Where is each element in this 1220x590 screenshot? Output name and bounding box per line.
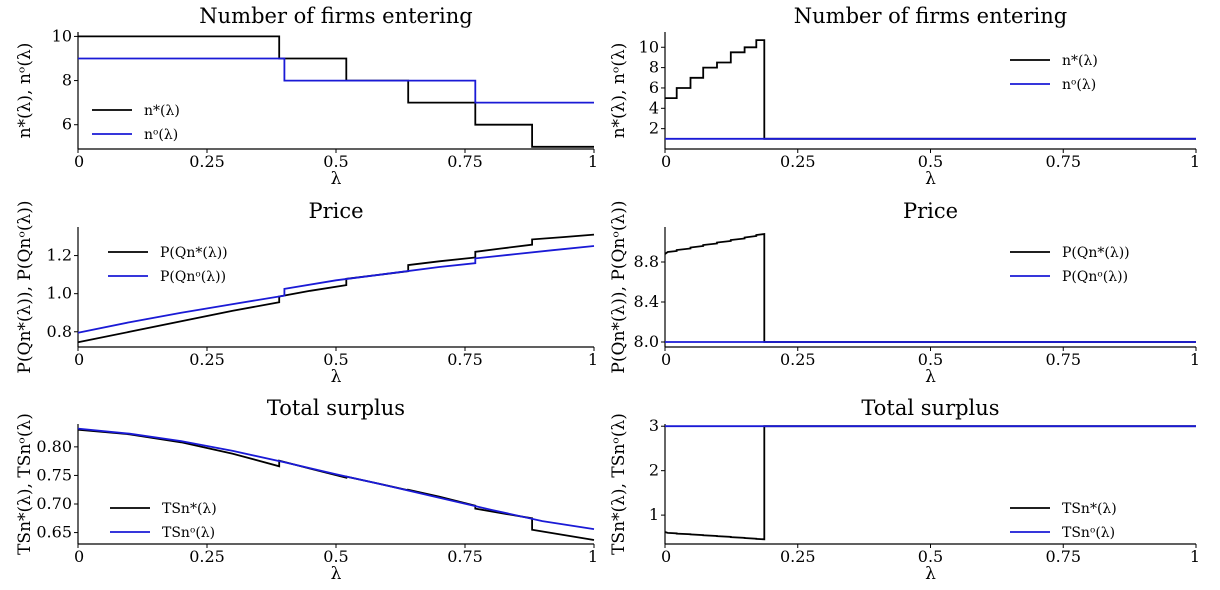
x-tick-label: 0.25: [780, 350, 816, 369]
x-tick-label: 1: [1190, 547, 1200, 566]
legend-label: TSnᵒ(λ): [162, 525, 215, 541]
legend-label: P(Qn*(λ)): [1062, 245, 1130, 261]
x-tick-label: 1: [588, 152, 598, 171]
x-tick-label: 0.25: [189, 350, 225, 369]
y-tick-label: 6: [62, 115, 72, 134]
y-tick-label: 0.8: [47, 322, 72, 341]
x-tick-label: 0: [74, 350, 84, 369]
y-tick-label: 1.0: [47, 284, 72, 303]
y-tick-label: 8.0: [634, 332, 659, 351]
y-tick-label: 0.80: [36, 437, 72, 456]
x-tick-label: 0.5: [323, 152, 348, 171]
legend-label: TSn*(λ): [1062, 501, 1117, 517]
legend-label: P(Qnᵒ(λ)): [1062, 269, 1128, 285]
chart-title: Number of firms entering: [794, 4, 1067, 28]
panel-surplus-left: Total surplus 0 0.25 0.5 0.75 1 0.65 0.70 0.75 0.…: [15, 396, 598, 584]
legend-label: P(Qnᵒ(λ)): [160, 269, 226, 285]
y-tick-label: 6: [649, 78, 659, 97]
chart-title: Total surplus: [267, 396, 405, 420]
legend-label: n*(λ): [144, 103, 180, 119]
x-tick-label: 0: [661, 350, 671, 369]
x-tick-label: 0.75: [1045, 152, 1081, 171]
y-tick-label: 10: [639, 37, 659, 56]
x-axis-label: λ: [925, 169, 936, 189]
x-axis-label: λ: [925, 564, 936, 584]
x-tick-label: 0.75: [1045, 547, 1081, 566]
y-axis-label: n*(λ), nᵒ(λ): [609, 43, 629, 139]
chart-title: Number of firms entering: [199, 4, 472, 28]
x-tick-label: 1: [1190, 350, 1200, 369]
x-tick-label: 0.5: [918, 547, 943, 566]
x-tick-label: 0.5: [918, 152, 943, 171]
series-line-opt: [77, 245, 595, 334]
x-tick-label: 0.25: [780, 152, 816, 171]
legend-label: P(Qn*(λ)): [160, 245, 228, 261]
panel-price-right: Price 0 0.25 0.5 0.75 1 8.0 8.4 8.8 λ P(Qn*(λ)), P…: [609, 199, 1200, 387]
x-tick-label: 0.5: [323, 350, 348, 369]
y-axis-label: P(Qn*(λ)), P(Qnᵒ(λ)): [15, 200, 35, 373]
y-tick-label: 3: [649, 416, 659, 435]
x-tick-label: 1: [588, 547, 598, 566]
panel-price-left: Price 0 0.25 0.5 0.75 1 0.8 1.0 1.2 λ P(Qn*(λ)), P…: [15, 199, 598, 387]
y-tick-label: 8.4: [634, 292, 659, 311]
series-line-star: [664, 232, 1196, 343]
x-tick-label: 1: [1190, 152, 1200, 171]
y-tick-label: 8.8: [634, 252, 659, 271]
x-tick-label: 0.25: [189, 547, 225, 566]
x-tick-label: 0.75: [447, 350, 483, 369]
series-line-opt: [77, 427, 595, 530]
y-tick-label: 0.65: [36, 523, 72, 542]
series-line-star: [78, 35, 594, 148]
y-tick-label: 1: [649, 505, 659, 524]
x-axis-label: λ: [331, 169, 342, 189]
panel-firms-left: Number of firms entering 0 0.25 0.5 0.75 1 6 8 1…: [15, 4, 598, 189]
x-tick-label: 0: [74, 547, 84, 566]
x-tick-label: 0: [661, 152, 671, 171]
chart-title: Price: [903, 199, 958, 223]
x-axis-label: λ: [331, 367, 342, 387]
y-tick-label: 1.2: [47, 246, 72, 265]
y-tick-label: 10: [52, 26, 72, 45]
series-line-star: [77, 233, 595, 344]
x-tick-label: 0.25: [780, 547, 816, 566]
y-tick-label: 8: [649, 58, 659, 77]
chart-title: Total surplus: [861, 396, 999, 420]
series-line-opt: [78, 57, 594, 104]
y-axis-label: n*(λ), nᵒ(λ): [15, 43, 35, 139]
x-tick-label: 0.25: [189, 152, 225, 171]
y-tick-label: 4: [649, 98, 659, 117]
panel-firms-right: Number of firms entering 0 0.25 0.5 0.75 1 2 46…: [609, 4, 1200, 189]
legend-label: nᵒ(λ): [144, 127, 178, 143]
y-tick-label: 0.75: [36, 465, 72, 484]
y-tick-label: 0.70: [36, 494, 72, 513]
x-tick-label: 0: [74, 152, 84, 171]
y-tick-label: 2: [649, 461, 659, 480]
legend-label: nᵒ(λ): [1062, 77, 1096, 93]
x-axis-label: λ: [925, 367, 936, 387]
y-tick-label: 2: [649, 119, 659, 138]
series-line-star: [77, 428, 595, 541]
x-tick-label: 0.5: [918, 350, 943, 369]
x-tick-label: 0.75: [447, 547, 483, 566]
x-tick-label: 1: [588, 350, 598, 369]
x-axis-label: λ: [331, 564, 342, 584]
legend-label: TSnᵒ(λ): [1062, 525, 1115, 541]
y-axis-label: TSn*(λ), TSnᵒ(λ): [609, 413, 629, 555]
y-axis-label: TSn*(λ), TSnᵒ(λ): [15, 413, 35, 555]
x-tick-label: 0: [661, 547, 671, 566]
series-line-star: [664, 425, 1196, 541]
x-tick-label: 0.75: [447, 152, 483, 171]
y-tick-label: 8: [62, 71, 72, 90]
series-line-star: [665, 39, 1196, 140]
legend-label: n*(λ): [1062, 53, 1098, 69]
x-tick-label: 0.5: [323, 547, 348, 566]
legend-label: TSn*(λ): [162, 501, 217, 517]
panel-surplus-right: Total surplus 0 0.25 0.5 0.75 1 1 2 3 λ TSn*(λ), T…: [609, 396, 1200, 584]
x-tick-label: 0.75: [1045, 350, 1081, 369]
y-axis-label: P(Qn*(λ)), P(Qnᵒ(λ)): [609, 200, 629, 373]
chart-title: Price: [308, 199, 363, 223]
